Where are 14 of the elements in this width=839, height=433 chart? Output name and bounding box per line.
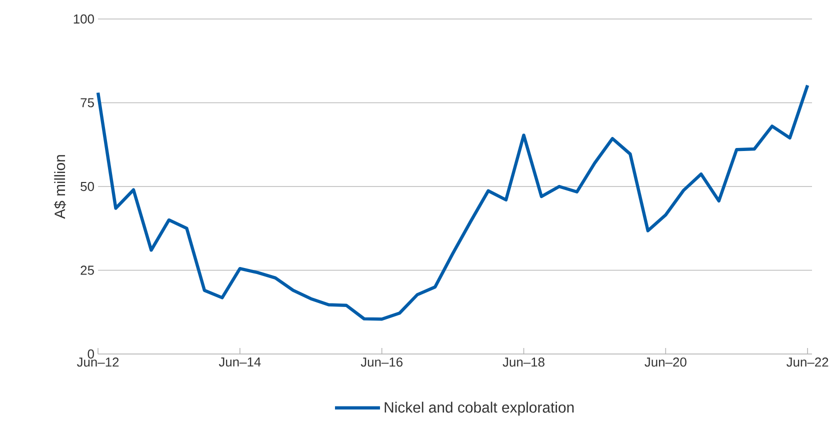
x-tick-label: Jun–22 [786,358,828,367]
x-tick-label: Jun–18 [502,358,544,367]
x-tick-label: Jun–16 [360,358,403,367]
x-tick-label: Jun–20 [644,358,686,367]
y-tick-label: 0 [88,349,94,359]
x-tick-label: Jun–12 [76,358,119,367]
x-tick-label: Jun–14 [218,358,261,367]
y-axis-title: A$ million [54,155,66,219]
y-tick-label: 75 [80,98,94,108]
y-tick-label: 100 [74,14,94,24]
y-tick-label: 25 [80,266,94,275]
y-tick-label: 50 [80,182,94,192]
line-series [96,84,810,321]
legend-label: Nickel and cobalt exploration [384,402,574,416]
